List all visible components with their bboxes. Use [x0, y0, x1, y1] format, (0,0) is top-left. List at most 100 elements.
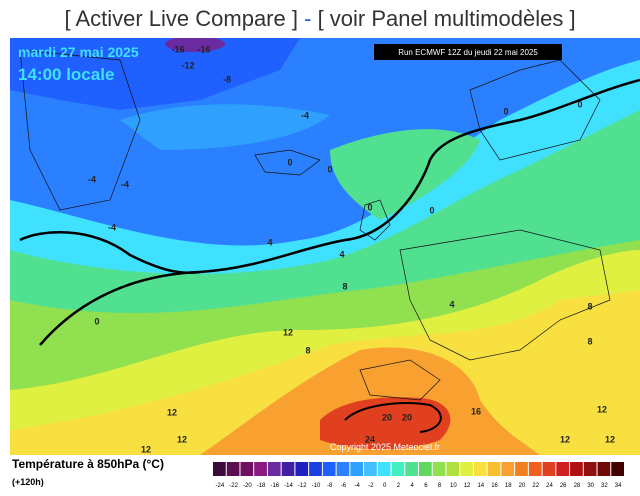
field	[165, 38, 225, 52]
scale-cell	[419, 462, 432, 476]
contour-label: 8	[587, 301, 592, 311]
scale-label: -14	[284, 483, 293, 489]
separator: -	[304, 6, 312, 31]
scale-cell	[377, 462, 391, 476]
isotherm	[39, 78, 640, 346]
scale-label: -10	[312, 483, 321, 489]
scale-label: 30	[587, 483, 594, 489]
date: mardi 27 mai 2025	[18, 44, 139, 60]
contour-label: -8	[223, 74, 231, 84]
scale-label: 4	[410, 483, 414, 489]
contour-label: 12	[167, 407, 177, 417]
contour-labels: -16 -16 -12 -8 -4 -4 -4 -4 0 0 0 0 0 0 0…	[88, 44, 615, 454]
field	[120, 104, 330, 150]
link[interactable]: [ voir Panel multimodèles ]	[317, 6, 576, 31]
field	[320, 397, 451, 450]
contour-label: 0	[577, 99, 582, 109]
contour-label: 4	[449, 299, 454, 309]
scale-label: 32	[601, 483, 608, 489]
contour-label: -16	[197, 44, 210, 54]
contour-label: -12	[181, 60, 194, 70]
scale-cell	[350, 462, 364, 476]
legend-title: Température à 850hPa (°C)	[12, 457, 164, 471]
scale-cell	[322, 462, 336, 476]
scale-label: 0	[383, 483, 387, 489]
scale-label: 24	[546, 483, 553, 489]
contour-label: 4	[339, 249, 344, 259]
scale-label: 28	[574, 483, 581, 489]
contour-label: 12	[560, 434, 570, 444]
run-box	[374, 44, 562, 60]
scale-label: 6	[424, 483, 428, 489]
contour-label: -4	[121, 179, 129, 189]
scale-label: 8	[438, 483, 442, 489]
scale-label: 34	[615, 483, 622, 489]
contour-label: 0	[287, 157, 292, 167]
field	[330, 129, 480, 220]
contour-label: 24	[365, 434, 375, 444]
scale-label: 26	[560, 483, 567, 489]
contour-label: 0	[327, 164, 332, 174]
contour-label: 12	[605, 434, 615, 444]
scale-label: 18	[505, 483, 512, 489]
contour-label: -4	[108, 222, 116, 232]
contour-label: 12	[597, 404, 607, 414]
scale-cell	[570, 462, 583, 476]
scale-cell	[515, 462, 528, 476]
scale-label: -4	[355, 483, 361, 489]
scale-label: -8	[327, 483, 333, 489]
scale-cell	[267, 462, 281, 476]
scale-cell	[542, 462, 556, 476]
scale-label: -22	[229, 483, 238, 489]
scale-cell	[528, 462, 542, 476]
run: Run ECMWF 12Z du jeudi 22 mai 2025	[398, 48, 538, 57]
scale-label: -24	[216, 483, 225, 489]
contour-label: 8	[305, 345, 310, 355]
scale-label: 16	[491, 483, 498, 489]
scale-label: -6	[341, 483, 347, 489]
scale-cell	[281, 462, 295, 476]
scale-cell	[405, 462, 418, 476]
scale-cell	[597, 462, 611, 476]
copyright: Copyright 2025 Meteociel.fr	[330, 442, 440, 452]
contour-label: 0	[429, 205, 434, 215]
contour-label: -16	[171, 44, 184, 54]
scale-cell	[556, 462, 570, 476]
scale-cell	[487, 462, 501, 476]
contour-label: 0	[94, 316, 99, 326]
scale-label: -20	[243, 483, 252, 489]
scale-label: 22	[532, 483, 539, 489]
legend-lead: (+120h)	[12, 477, 44, 487]
color-scale: -24 -22 -20 -18 -16 -14 -12 -10 -8 -6 -4 -2 0 2 4 6 8 10 1…	[213, 462, 624, 489]
scale-cell	[446, 462, 460, 476]
contour-label: 12	[177, 434, 187, 444]
scale-label: -2	[368, 483, 374, 489]
scale-label: -12	[298, 483, 307, 489]
scale-cell	[240, 462, 254, 476]
scale-cell	[309, 462, 322, 476]
contour-label: 8	[587, 336, 592, 346]
scale-cell	[432, 462, 446, 476]
isotherm	[19, 231, 201, 275]
contour-label: 20	[382, 412, 392, 422]
scale-cell	[460, 462, 473, 476]
scale-cell	[583, 462, 597, 476]
scale-cell	[336, 462, 350, 476]
scale-label: 12	[464, 483, 471, 489]
link[interactable]: [ Activer Live Compare ]	[64, 6, 298, 31]
contour-label: 8	[342, 281, 347, 291]
contour-label: -4	[301, 110, 309, 120]
scale-cell	[295, 462, 309, 476]
header: [ Activer Live Compare ] - [ voir Panel …	[0, 0, 640, 38]
scale-cell	[391, 462, 405, 476]
contour-label: 20	[402, 412, 412, 422]
scale-label: -16	[270, 483, 279, 489]
scale-cell	[611, 462, 624, 476]
contour-label: -4	[88, 174, 96, 184]
scale-label: -18	[257, 483, 266, 489]
scale-label: 2	[397, 483, 401, 489]
coastline	[19, 49, 611, 401]
scale-label: 20	[519, 483, 526, 489]
